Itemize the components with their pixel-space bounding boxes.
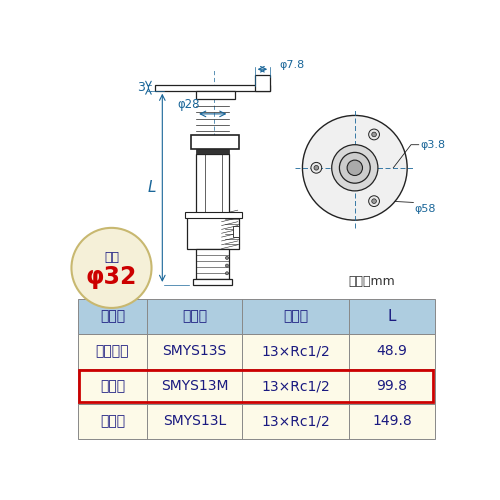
Text: SMYS13L: SMYS13L [163,414,226,428]
Text: φ3.8: φ3.8 [420,140,446,149]
Bar [78,404,435,439]
Bar [196,91,234,98]
Bar [184,212,242,218]
Circle shape [372,132,376,137]
Circle shape [226,264,228,267]
Text: 13×Rc1/2: 13×Rc1/2 [261,380,330,394]
Text: SMYS13S: SMYS13S [162,344,226,358]
Circle shape [311,162,322,173]
Bar [154,84,270,91]
Text: SMYS13M: SMYS13M [161,380,228,394]
Text: ミドル: ミドル [100,380,125,394]
Bar [78,334,435,369]
Text: L: L [388,308,396,324]
Text: φ32: φ32 [86,265,137,289]
Text: ロング: ロング [100,414,125,428]
Circle shape [368,196,380,206]
Text: φ28: φ28 [178,98,200,111]
Bar [196,248,230,280]
Text: 呼び径: 呼び径 [283,309,308,323]
Circle shape [340,152,370,183]
Bar [196,148,230,154]
Circle shape [347,160,362,176]
Text: タイプ: タイプ [100,309,125,323]
Circle shape [226,272,228,275]
Bar [79,370,434,402]
Bar [191,136,240,148]
Circle shape [314,166,318,170]
Text: 床穴: 床穴 [104,250,119,264]
Text: φ7.8: φ7.8 [280,60,304,70]
Circle shape [226,256,228,260]
Bar [196,154,230,214]
Text: 3: 3 [138,81,145,94]
Text: ショート: ショート [96,344,129,358]
Text: L: L [148,180,156,196]
Text: 品　番: 品 番 [182,309,207,323]
Circle shape [332,144,378,191]
Bar [233,226,239,237]
Text: 13×Rc1/2: 13×Rc1/2 [261,344,330,358]
Bar [193,280,232,285]
Bar [254,76,270,91]
Text: φ58: φ58 [415,204,436,214]
Bar [78,298,435,334]
Text: 48.9: 48.9 [376,344,408,358]
Text: 99.8: 99.8 [376,380,408,394]
Text: 149.8: 149.8 [372,414,412,428]
Bar [78,369,435,404]
Circle shape [368,129,380,140]
Circle shape [302,116,407,220]
Text: 13×Rc1/2: 13×Rc1/2 [261,414,330,428]
Circle shape [72,228,152,308]
Text: 単位：mm: 単位：mm [348,275,395,288]
Circle shape [372,199,376,203]
Bar [187,214,240,248]
